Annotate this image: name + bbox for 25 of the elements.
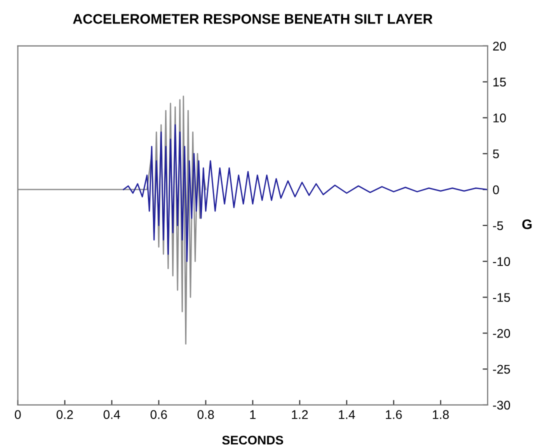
x-axis-title: SECONDS <box>222 436 284 445</box>
x-tick-label: 1.8 <box>432 410 449 420</box>
x-tick-label: 0.8 <box>198 410 214 420</box>
line-series <box>122 124 488 262</box>
x-tick-label: 1.4 <box>338 410 356 419</box>
x-tick-label: 1.6 <box>386 410 402 420</box>
x-tick-label: 1.2 <box>292 410 308 419</box>
y-tick-label: 5 <box>492 150 499 158</box>
y-tick-label: 15 <box>493 78 506 86</box>
y-tick-label: -20 <box>493 328 510 338</box>
y-tick-label: -25 <box>493 364 510 374</box>
x-tick-label: 1 <box>250 410 256 419</box>
y-tick-label: -30 <box>493 400 510 410</box>
x-tick-label: 0.2 <box>56 410 73 420</box>
y-tick-label: 10 <box>493 114 506 122</box>
y-tick-label: -15 <box>493 293 510 302</box>
y-tick-label: -10 <box>493 257 510 266</box>
x-tick-label: 0 <box>14 410 21 420</box>
x-tick-label: 0.6 <box>150 410 167 420</box>
x-tick-label: 0.4 <box>104 410 120 420</box>
chart-title: ACCELEROMETER RESPONSE BENEATH SILT LAYER <box>72 14 433 24</box>
y-tick-label: 0 <box>492 185 499 194</box>
y-tick-label: -5 <box>493 221 504 230</box>
y-axis-title: G <box>522 219 532 230</box>
y-tick-label: 20 <box>493 42 506 51</box>
